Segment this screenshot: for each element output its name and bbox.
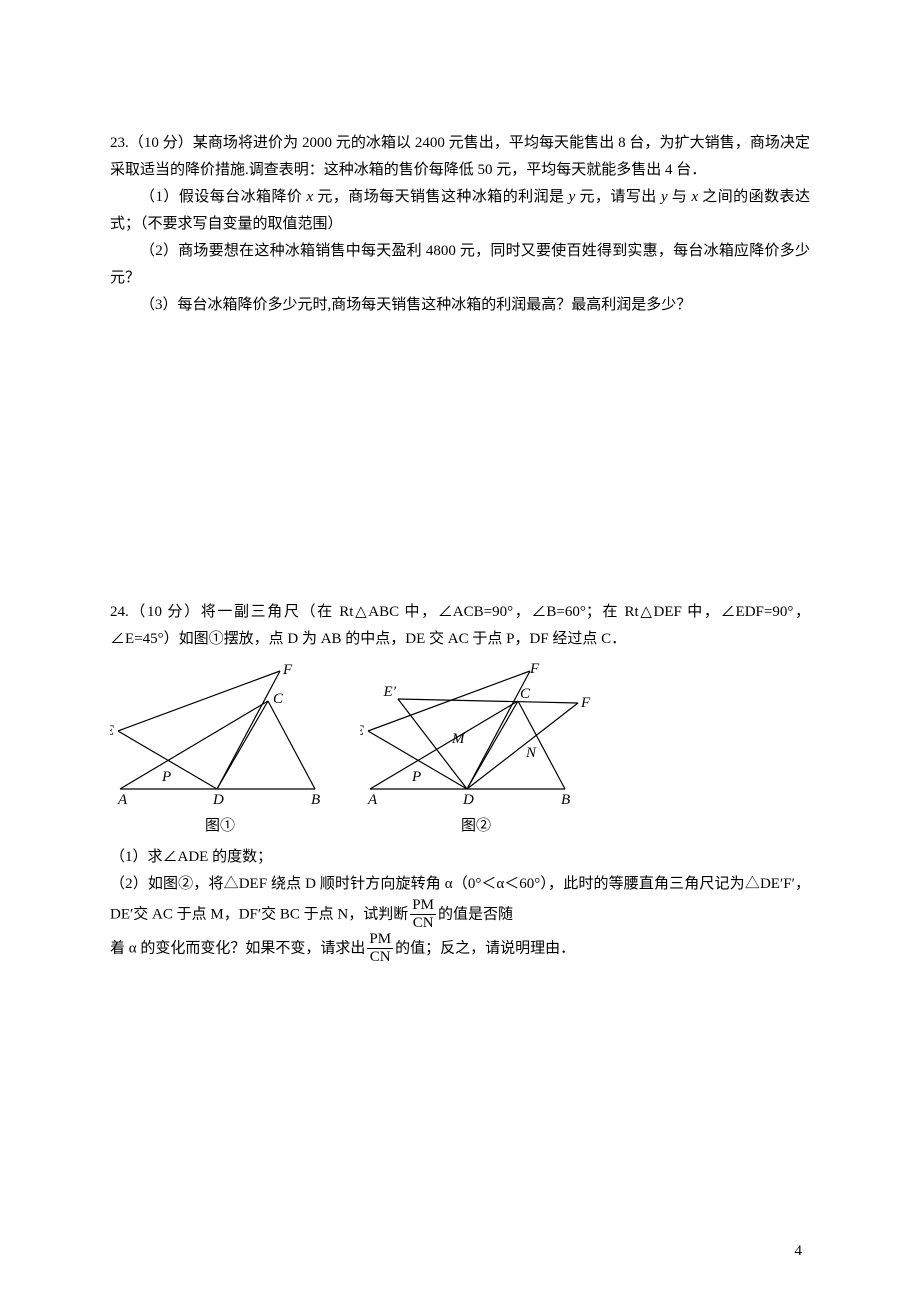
- q23-sub1-b: 元，商场每天销售这种冰箱的利润是: [313, 189, 568, 205]
- svg-text:F: F: [529, 661, 540, 677]
- q23-sub1-a: （1）假设每台冰箱降价: [140, 189, 307, 205]
- svg-text:N: N: [525, 745, 537, 761]
- svg-text:M: M: [451, 731, 466, 747]
- figure-2-label: 图②: [360, 813, 592, 840]
- svg-text:F′: F′: [580, 695, 592, 711]
- svg-text:A: A: [367, 792, 378, 808]
- svg-text:F: F: [282, 662, 293, 678]
- svg-text:C: C: [520, 686, 531, 702]
- q24-sub2-line2b: 的值；反之，请说明理由．: [395, 940, 575, 956]
- q23-stem: 23.（10 分）某商场将进价为 2000 元的冰箱以 2400 元售出，平均每…: [110, 130, 810, 184]
- q23-sub2: （2）商场要想在这种冰箱销售中每天盈利 4800 元，同时又要使百姓得到实惠，每…: [110, 238, 810, 292]
- q24-sub2-b: 的值是否随: [438, 906, 513, 922]
- svg-text:P: P: [411, 769, 421, 785]
- svg-text:D: D: [462, 792, 474, 808]
- svg-text:B: B: [311, 792, 320, 808]
- q24-stem: 24.（10 分）将一副三角尺（在 Rt△ABC 中，∠ACB=90°，∠B=6…: [110, 599, 810, 653]
- q23-sub1: （1）假设每台冰箱降价 x 元，商场每天销售这种冰箱的利润是 y 元，请写出 y…: [110, 184, 810, 238]
- fraction-pm-cn-2: PMCN: [367, 931, 393, 965]
- figure-1-wrap: A B D CF E P 图①: [110, 659, 330, 840]
- q24-sub2-line1: （2）如图②，将△DEF 绕点 D 顺时针方向旋转角 α（0°＜α＜60°），此…: [110, 871, 810, 932]
- figure-2-wrap: A B D CF E P E′ F′ M N 图②: [360, 659, 592, 840]
- q23-sub1-d: 与: [668, 189, 692, 205]
- svg-text:P: P: [161, 769, 171, 785]
- fraction-pm-cn-1: PMCN: [410, 897, 436, 931]
- page-number: 4: [795, 1238, 803, 1265]
- svg-text:C: C: [273, 691, 284, 707]
- q24-sub2-line2a: 着 α 的变化而变化？如果不变，请求出: [110, 940, 365, 956]
- svg-text:B: B: [561, 792, 570, 808]
- exam-page: 23.（10 分）某商场将进价为 2000 元的冰箱以 2400 元售出，平均每…: [0, 0, 920, 1300]
- q23-sub3: （3）每台冰箱降价多少元时,商场每天销售这种冰箱的利润最高？最高利润是多少？: [110, 292, 810, 319]
- figures-row: ABDCFEP 图① ABDCFEPE′F′MN 图②: [110, 659, 810, 840]
- var-y2: y: [661, 189, 668, 205]
- blank-space: [110, 319, 810, 599]
- figure-1-label: 图①: [110, 813, 330, 840]
- svg-text:E′: E′: [383, 684, 397, 700]
- q24-sub1: （1）求∠ADE 的度数；: [110, 844, 810, 871]
- frac-num2: PM: [367, 931, 393, 949]
- figure-1: A B D CF E P: [110, 659, 330, 811]
- svg-text:A: A: [117, 792, 128, 808]
- figure-2: A B D CF E P E′ F′ M N: [360, 659, 592, 811]
- q23-sub1-c: 元，请写出: [575, 189, 661, 205]
- svg-text:D: D: [212, 792, 224, 808]
- svg-text:E: E: [110, 723, 114, 739]
- frac-den: CN: [410, 915, 436, 932]
- q24-sub2-line2: 着 α 的变化而变化？如果不变，请求出PMCN的值；反之，请说明理由．: [110, 932, 810, 966]
- frac-den2: CN: [367, 949, 393, 966]
- svg-text:E: E: [360, 723, 364, 739]
- frac-num: PM: [410, 897, 436, 915]
